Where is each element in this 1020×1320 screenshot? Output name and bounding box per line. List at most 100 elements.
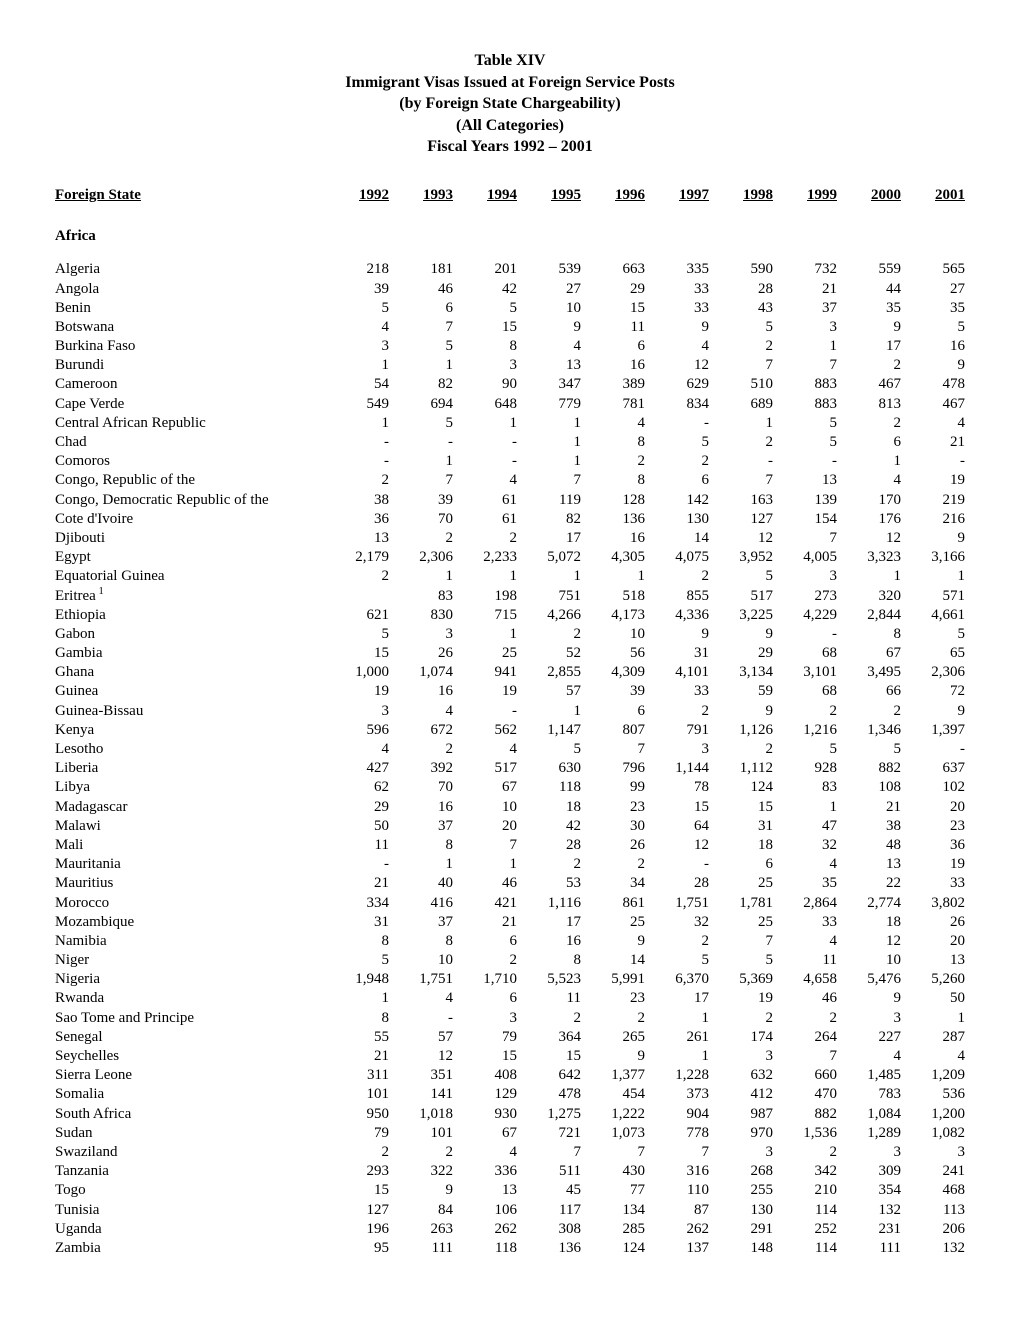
value-cell: 7 (389, 318, 453, 337)
value-cell: 130 (645, 510, 709, 529)
value-cell: 210 (773, 1181, 837, 1200)
value-cell: 15 (517, 1047, 581, 1066)
value-cell: 56 (581, 644, 645, 663)
value-cell: 2 (581, 452, 645, 471)
state-cell: Swaziland (55, 1143, 325, 1162)
value-cell: 4 (645, 337, 709, 356)
value-cell: 101 (325, 1085, 389, 1104)
value-cell: - (773, 452, 837, 471)
value-cell: 33 (773, 913, 837, 932)
value-cell: 7 (709, 932, 773, 951)
value-cell: 8 (325, 1009, 389, 1028)
value-cell: 1 (453, 414, 517, 433)
state-cell: Mauritania (55, 855, 325, 874)
value-cell: 3,802 (901, 894, 965, 913)
value-cell: 8 (389, 836, 453, 855)
value-cell: 320 (837, 587, 901, 606)
value-cell: 1,397 (901, 721, 965, 740)
value-cell: 562 (453, 721, 517, 740)
value-cell: 3 (645, 740, 709, 759)
value-cell: - (325, 433, 389, 452)
value-cell: 1 (517, 414, 581, 433)
value-cell: 21 (325, 874, 389, 893)
value-cell: 7 (709, 471, 773, 490)
value-cell: 54 (325, 375, 389, 394)
value-cell: - (453, 702, 517, 721)
title-line-2: Immigrant Visas Issued at Foreign Servic… (55, 72, 965, 94)
value-cell: 7 (581, 740, 645, 759)
value-cell: 1,289 (837, 1124, 901, 1143)
value-cell: 28 (709, 280, 773, 299)
value-cell: 1 (581, 567, 645, 586)
value-cell: 111 (837, 1239, 901, 1258)
col-header-year: 2000 (837, 186, 901, 223)
value-cell: 55 (325, 1028, 389, 1047)
value-cell: 1,751 (389, 970, 453, 989)
value-cell: 1 (773, 337, 837, 356)
value-cell: 19 (709, 989, 773, 1008)
value-cell: 6 (453, 989, 517, 1008)
value-cell: 796 (581, 759, 645, 778)
value-cell: 470 (773, 1085, 837, 1104)
value-cell: 33 (645, 682, 709, 701)
value-cell: 263 (389, 1220, 453, 1239)
table-row: Cape Verde549694648779781834689883813467 (55, 395, 965, 414)
value-cell: 16 (901, 337, 965, 356)
value-cell: 129 (453, 1085, 517, 1104)
value-cell: 347 (517, 375, 581, 394)
value-cell: 46 (389, 280, 453, 299)
value-cell: 1,112 (709, 759, 773, 778)
state-cell: Uganda (55, 1220, 325, 1239)
value-cell: 64 (645, 817, 709, 836)
value-cell: 1 (837, 452, 901, 471)
value-cell: 5 (645, 433, 709, 452)
value-cell: 68 (773, 644, 837, 663)
value-cell: 648 (453, 395, 517, 414)
value-cell: 7 (517, 1143, 581, 1162)
value-cell: 781 (581, 395, 645, 414)
value-cell: 3 (453, 356, 517, 375)
value-cell: 46 (453, 874, 517, 893)
value-cell: 132 (901, 1239, 965, 1258)
value-cell: 791 (645, 721, 709, 740)
value-cell: 17 (517, 529, 581, 548)
value-cell: 7 (773, 1047, 837, 1066)
value-cell: 17 (517, 913, 581, 932)
table-row: Egypt2,1792,3062,2335,0724,3054,0753,952… (55, 548, 965, 567)
value-cell: 27 (901, 280, 965, 299)
value-cell: 79 (453, 1028, 517, 1047)
value-cell: 660 (773, 1066, 837, 1085)
value-cell: 1,082 (901, 1124, 965, 1143)
value-cell: 571 (901, 587, 965, 606)
state-cell: Congo, Republic of the (55, 471, 325, 490)
value-cell: 18 (517, 798, 581, 817)
table-row: Burundi1131316127729 (55, 356, 965, 375)
value-cell: 4 (581, 414, 645, 433)
value-cell: 2,233 (453, 548, 517, 567)
value-cell: 1,144 (645, 759, 709, 778)
state-cell: Sudan (55, 1124, 325, 1143)
col-header-year: 1996 (581, 186, 645, 223)
state-cell: Malawi (55, 817, 325, 836)
value-cell: 4,229 (773, 606, 837, 625)
value-cell: 2 (453, 951, 517, 970)
value-cell: 218 (325, 260, 389, 279)
state-cell: Kenya (55, 721, 325, 740)
value-cell: 35 (773, 874, 837, 893)
value-cell: 1,216 (773, 721, 837, 740)
value-cell: 18 (709, 836, 773, 855)
state-cell: Chad (55, 433, 325, 452)
state-cell: Nigeria (55, 970, 325, 989)
table-row: Niger510281455111013 (55, 951, 965, 970)
value-cell: 2,306 (389, 548, 453, 567)
value-cell: 38 (325, 491, 389, 510)
value-cell: 21 (901, 433, 965, 452)
value-cell: 15 (453, 1047, 517, 1066)
table-row: Lesotho424573255- (55, 740, 965, 759)
value-cell: 117 (517, 1201, 581, 1220)
value-cell: 1,485 (837, 1066, 901, 1085)
value-cell: 20 (453, 817, 517, 836)
value-cell: 1,209 (901, 1066, 965, 1085)
value-cell: 7 (453, 836, 517, 855)
table-row: Mali118728261218324836 (55, 836, 965, 855)
